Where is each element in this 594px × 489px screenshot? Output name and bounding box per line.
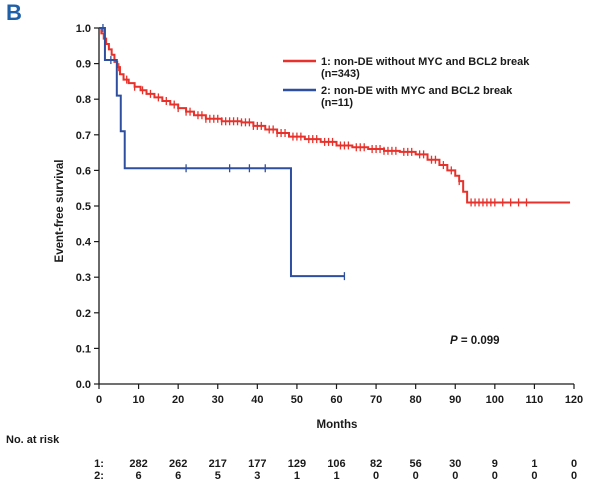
risk-value: 1: [531, 458, 537, 470]
risk-value: 0: [492, 470, 498, 482]
risk-value: 6: [175, 470, 181, 482]
p-value-annotation: P = 0.099: [450, 335, 500, 347]
y-tick-label: 0.5: [76, 201, 91, 213]
risk-value: 0: [571, 470, 577, 482]
x-tick-label: 50: [291, 394, 303, 406]
x-tick-label: 80: [410, 394, 422, 406]
risk-rows: 1: 282 262 217 177 129 106 82 56 30 9 1 02: 6 6 5 3 1 1 0 0 0…: [94, 458, 577, 482]
legend-n-series-2: (n=11): [321, 97, 353, 109]
risk-value: 262: [169, 458, 187, 470]
x-axis-label: Months: [317, 419, 358, 431]
risk-value: 0: [531, 470, 537, 482]
risk-row-label: 2:: [94, 470, 104, 482]
legend: 1: non-DE without MYC and BCL2 break (n=…: [283, 56, 530, 109]
risk-value: 129: [288, 458, 306, 470]
p-value: = 0.099: [461, 335, 500, 347]
series-2-line: [99, 27, 345, 278]
series-1-line: [99, 27, 571, 204]
legend-n-series-1: (n=343): [321, 68, 360, 80]
y-tick-label: 0.4: [76, 237, 92, 249]
y-tick-label: 0.1: [76, 343, 91, 355]
x-tick-label: 10: [132, 394, 144, 406]
risk-value: 6: [136, 470, 142, 482]
risk-value: 30: [449, 458, 461, 470]
x-tick-label: 40: [251, 394, 263, 406]
risk-value: 282: [129, 458, 147, 470]
risk-value: 0: [373, 470, 379, 482]
legend-label-series-1: 1: non-DE without MYC and BCL2 break: [321, 56, 530, 68]
x-tick-label: 60: [330, 394, 342, 406]
risk-row-label: 1:: [94, 458, 104, 470]
legend-label-series-2: 2: non-DE with MYC and BCL2 break: [321, 85, 513, 97]
x-tick-label: 20: [172, 394, 184, 406]
y-tick-label: 0.0: [76, 379, 91, 391]
panel-label: B: [6, 0, 22, 25]
y-tick-label: 0.3: [76, 272, 91, 284]
risk-value: 177: [248, 458, 266, 470]
x-tick-label: 0: [96, 394, 102, 406]
x-tick-label: 100: [486, 394, 504, 406]
risk-table-title: No. at risk: [6, 434, 60, 446]
y-axis-label: Event-free survival: [54, 160, 66, 263]
y-tick-label: 0.2: [76, 308, 91, 320]
risk-value: 0: [413, 470, 419, 482]
risk-table: No. at risk 1: 282 262 217 177 129 106 82 56 30 9 1…: [6, 434, 577, 482]
y-tick-label: 0.6: [76, 165, 91, 177]
x-tick-label: 110: [526, 394, 544, 406]
risk-value: 0: [452, 470, 458, 482]
risk-value: 1: [294, 470, 300, 482]
survival-curves: [99, 24, 571, 281]
x-tick-label: 90: [449, 394, 461, 406]
y-tick-label: 0.9: [76, 59, 91, 71]
risk-value: 106: [327, 458, 345, 470]
risk-value: 3: [254, 470, 260, 482]
risk-value: 0: [571, 458, 577, 470]
y-tick-label: 1.0: [76, 23, 91, 35]
risk-value: 5: [215, 470, 221, 482]
p-label: P: [450, 335, 458, 347]
risk-value: 1: [333, 470, 339, 482]
risk-value: 82: [370, 458, 382, 470]
axes: 0.0 0.1 0.2 0.3 0.4 0.5 0.6 0.7 0.8 0.9 1.0 0 10 20 30…: [76, 23, 583, 406]
risk-value: 56: [410, 458, 422, 470]
risk-value: 217: [209, 458, 227, 470]
x-tick-label: 120: [565, 394, 583, 406]
y-tick-label: 0.7: [76, 130, 91, 142]
y-tick-label: 0.8: [76, 94, 91, 106]
x-tick-label: 30: [212, 394, 224, 406]
x-tick-label: 70: [370, 394, 382, 406]
risk-value: 9: [492, 458, 498, 470]
